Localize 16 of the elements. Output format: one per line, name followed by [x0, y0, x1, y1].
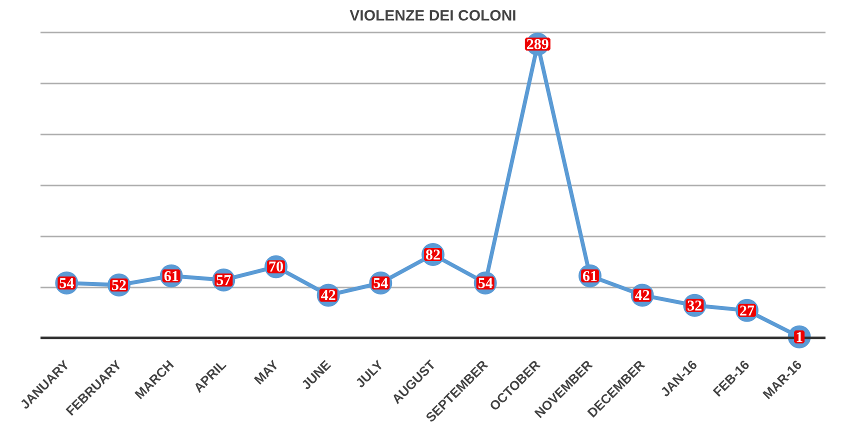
- data-label: 54: [478, 276, 494, 292]
- data-label: 42: [320, 288, 336, 304]
- data-label: 289: [526, 37, 549, 54]
- data-label: 57: [216, 272, 232, 289]
- data-label: 54: [373, 276, 389, 292]
- data-label: 54: [59, 276, 75, 292]
- data-label: 32: [687, 298, 702, 314]
- data-label: 52: [112, 278, 126, 294]
- data-label: 1: [796, 330, 804, 346]
- data-label: 42: [634, 288, 650, 304]
- data-label: 82: [426, 248, 440, 264]
- data-label: 70: [268, 260, 284, 276]
- data-label: 27: [740, 303, 755, 320]
- data-label: 61: [582, 268, 598, 285]
- chart-title: VIOLENZE DEI COLONI: [350, 8, 516, 24]
- data-label: 61: [164, 268, 179, 285]
